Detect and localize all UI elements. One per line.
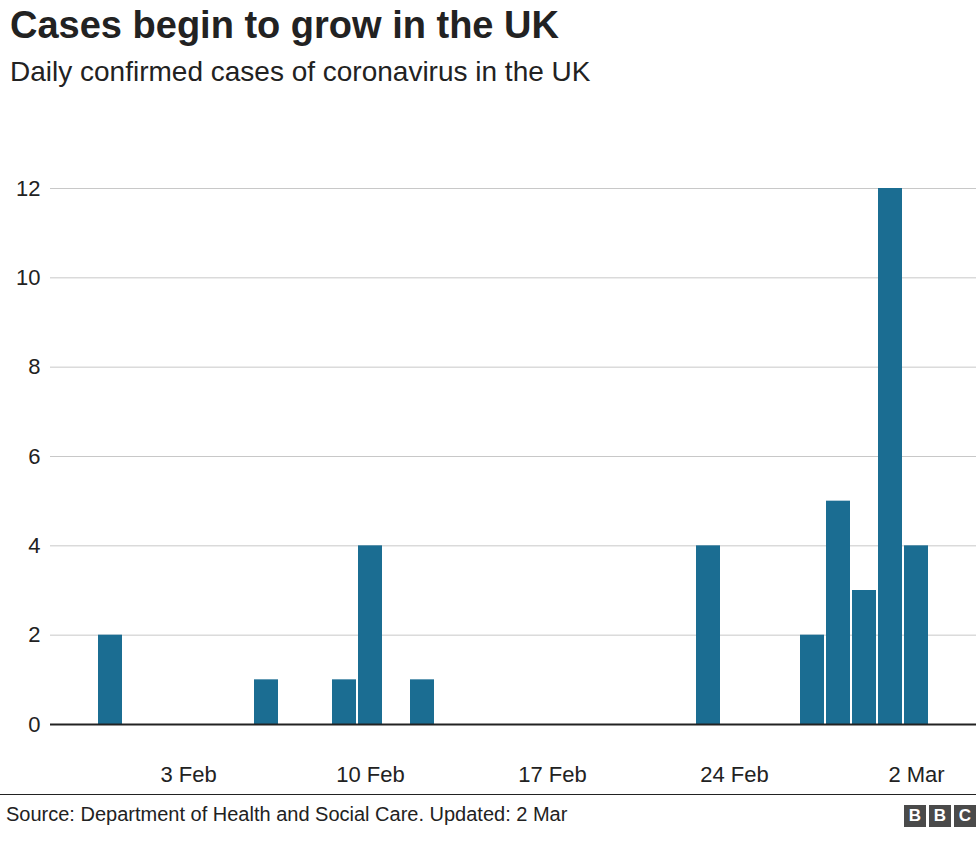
svg-text:2: 2 <box>28 622 40 647</box>
svg-text:8: 8 <box>28 354 40 379</box>
svg-text:24 Feb: 24 Feb <box>700 762 769 787</box>
svg-text:4: 4 <box>28 533 40 558</box>
svg-text:17 Feb: 17 Feb <box>518 762 587 787</box>
html-text:Source: Department of Health a: Source: Department of Health and Social … <box>6 803 568 825</box>
svg-text:10: 10 <box>16 265 40 290</box>
html-text:Daily confirmed cases of coron: Daily confirmed cases of coronavirus in … <box>10 56 591 87</box>
svg-text:3 Feb: 3 Feb <box>160 762 216 787</box>
svg-text:12: 12 <box>16 176 40 201</box>
svg-text:0: 0 <box>28 712 40 737</box>
svg-text:2 Mar: 2 Mar <box>888 762 944 787</box>
html-text:B: B <box>933 806 947 825</box>
html-text:C: C <box>958 806 972 825</box>
html-text:Cases begin to grow in the UK: Cases begin to grow in the UK <box>10 4 559 46</box>
svg-text:10 Feb: 10 Feb <box>336 762 405 787</box>
html-text:B: B <box>908 806 922 825</box>
svg-text:6: 6 <box>28 444 40 469</box>
